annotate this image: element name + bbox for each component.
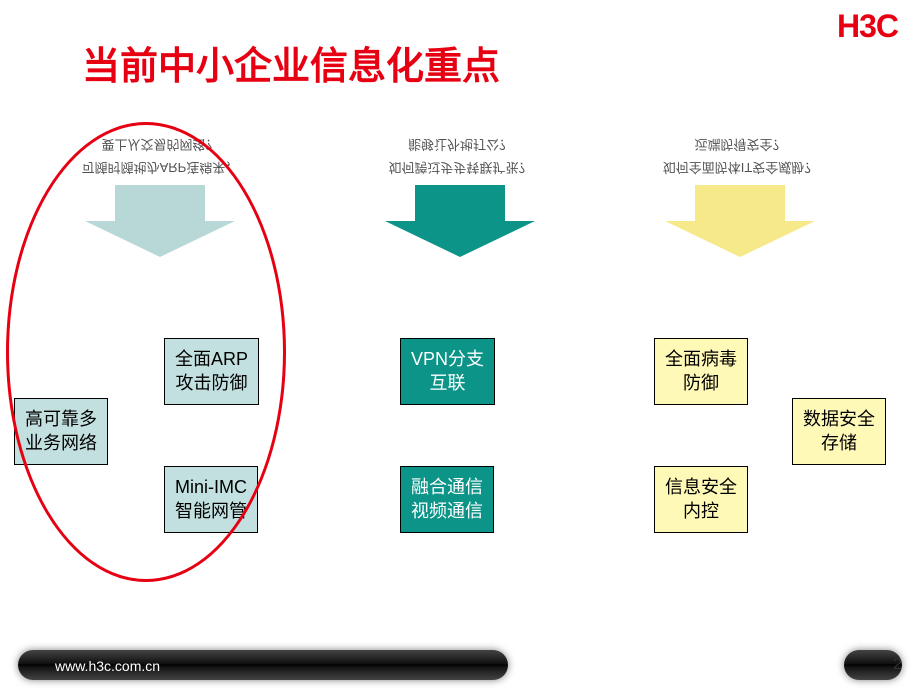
arrow-2 [330,185,590,260]
flipped-text-3a: 远端防得安全？ [610,135,870,152]
slide: H3C 当前中小企业信息化重点 要上从交易的网络？ 可随时随地办ARP连绵来， … [0,0,920,690]
flipped-text-2b: 如何跨过步步转联扩张？ [330,158,590,175]
column-3: 远端防得安全？ 如何全面防体IT安全威胁？ [610,135,870,260]
footer-url: www.h3c.com.cn [55,658,160,674]
box-comm-video: 融合通信视频通信 [400,466,494,533]
h3c-logo: H3C [837,8,898,45]
highlight-ellipse [6,122,286,582]
flipped-text-2a: 能够让外地打公？ [330,135,590,152]
box-data-storage: 数据安全存储 [792,398,886,465]
arrow-3 [610,185,870,260]
box-vpn: VPN分支互联 [400,338,495,405]
column-2: 能够让外地打公？ 如何跨过步步转联扩张？ [330,135,590,260]
page-number: 2 [893,656,902,674]
box-info-security: 信息安全内控 [654,466,748,533]
box-virus-defense: 全面病毒防御 [654,338,748,405]
page-title: 当前中小企业信息化重点 [82,35,500,90]
flipped-text-3b: 如何全面防体IT安全威胁？ [610,158,870,175]
